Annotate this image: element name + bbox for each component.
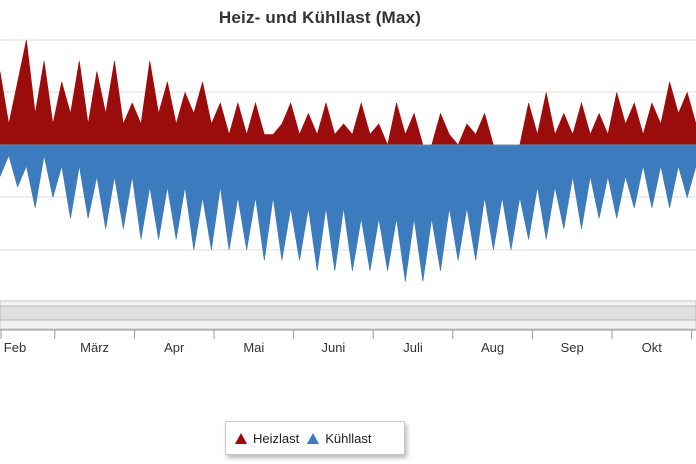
x-tick-label: Juli (403, 340, 423, 355)
legend-label: Kühllast (325, 430, 372, 446)
series-layer (0, 39, 696, 282)
x-tick-label: Okt (642, 340, 663, 355)
chart-title: Heiz- und Kühllast (Max) (218, 8, 422, 27)
x-tick-label: März (80, 340, 109, 355)
legend-item-heizlast[interactable]: Heizlast (235, 431, 299, 446)
triangle-up-icon (235, 432, 247, 444)
navigator-scrollbar[interactable] (0, 300, 696, 330)
scrollbar-thumb[interactable] (0, 305, 696, 321)
chart-legend: Heizlast Kühllast (225, 421, 405, 455)
series-area-kuehllast[interactable] (0, 144, 696, 282)
x-tick-label: Mai (243, 340, 264, 355)
x-tick-label: Feb (4, 340, 26, 355)
legend-label: Heizlast (253, 430, 300, 446)
x-tick-label: Sep (561, 340, 584, 355)
series-area-heizlast[interactable] (0, 39, 696, 147)
x-tick-label: Juni (321, 340, 345, 355)
x-tick-label: Apr (164, 340, 185, 355)
x-axis-ticks: Feb März Apr Mai Juni Juli Aug Sep Okt (0, 330, 693, 355)
legend-item-kuehllast[interactable]: Kühllast (307, 430, 372, 446)
triangle-up-icon (307, 432, 320, 444)
x-tick-label: Aug (481, 340, 504, 355)
